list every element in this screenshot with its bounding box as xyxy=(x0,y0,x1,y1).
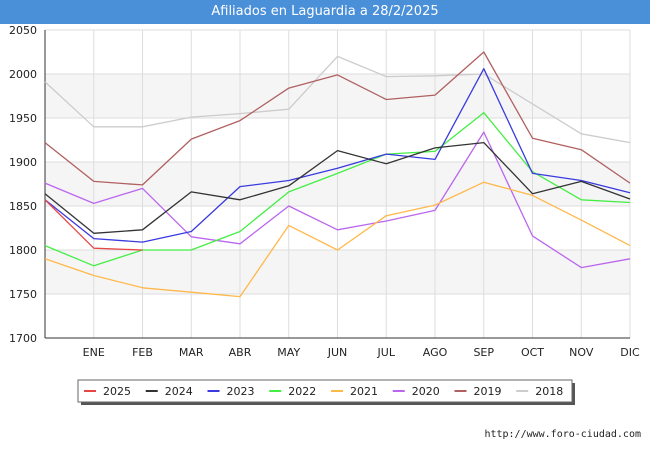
legend-label-2021: 2021 xyxy=(350,385,378,398)
series-line-2019 xyxy=(44,51,631,186)
x-tick-label: JUN xyxy=(327,346,348,359)
y-tick-label: 1950 xyxy=(9,112,37,125)
y-tick-label: 2000 xyxy=(9,68,37,81)
y-tick-label: 1850 xyxy=(9,200,37,213)
source-url: http://www.foro-ciudad.com xyxy=(484,429,641,440)
legend-label-2024: 2024 xyxy=(165,385,193,398)
legend-label-2019: 2019 xyxy=(474,385,502,398)
series-line-2018 xyxy=(44,55,631,144)
legend-label-2022: 2022 xyxy=(288,385,316,398)
y-tick-label: 1750 xyxy=(9,288,37,301)
x-tick-label: FEB xyxy=(132,346,153,359)
series-line-2021 xyxy=(44,181,631,298)
series-line-2025 xyxy=(44,199,143,251)
series-line-2023 xyxy=(44,68,631,243)
series-line-2024 xyxy=(44,141,631,234)
legend-label-2025: 2025 xyxy=(103,385,131,398)
legend-label-2023: 2023 xyxy=(227,385,255,398)
x-tick-label: AGO xyxy=(423,346,448,359)
y-axis-ticks: 1700 1750 1800 1850 1900 1950 2000 2050 xyxy=(9,24,37,345)
y-tick-label: 1900 xyxy=(9,156,37,169)
x-tick-label: MAR xyxy=(179,346,204,359)
series-line-2020 xyxy=(44,131,631,269)
x-tick-label: SEP xyxy=(473,346,494,359)
legend: 2025 2024 2023 2022 2021 2020 2019 2018 xyxy=(77,379,575,405)
legend-label-2018: 2018 xyxy=(535,385,563,398)
series-lines xyxy=(44,51,631,298)
y-tick-label: 2050 xyxy=(9,24,37,37)
x-axis-ticks: ENE FEB MAR ABR MAY JUN JUL AGO SEP OCT NOV DIC xyxy=(83,346,640,359)
chart-title: Afiliados en Laguardia a 28/2/2025 xyxy=(0,0,650,24)
x-tick-label: NOV xyxy=(569,346,594,359)
x-tick-label: ENE xyxy=(83,346,105,359)
x-tick-label: OCT xyxy=(521,346,544,359)
y-tick-label: 1800 xyxy=(9,244,37,257)
y-tick-label: 1700 xyxy=(9,332,37,345)
x-tick-label: ABR xyxy=(229,346,252,359)
legend-label-2020: 2020 xyxy=(412,385,440,398)
grid-lines xyxy=(44,29,631,339)
legend-box xyxy=(77,379,573,403)
x-tick-label: MAY xyxy=(277,346,300,359)
x-tick-label: DIC xyxy=(620,346,640,359)
x-tick-label: JUL xyxy=(377,346,396,359)
